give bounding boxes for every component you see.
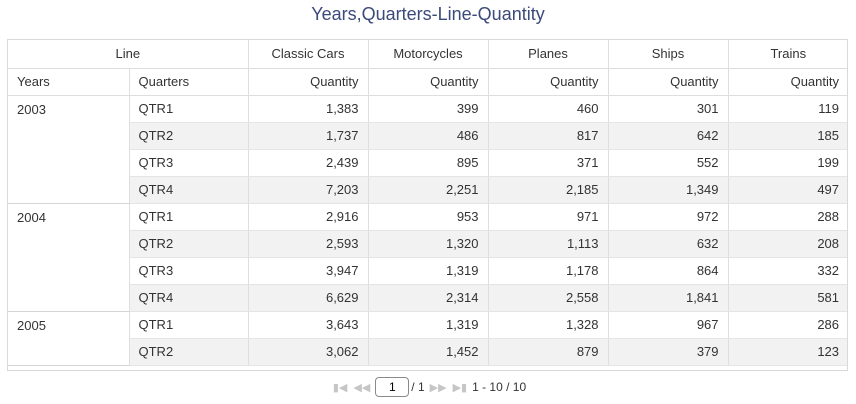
quantity-header: Quantity: [607, 68, 729, 96]
quantity-header: Quantity: [727, 68, 847, 96]
table-row: QTR2 3,062 1,452 879 379 123: [8, 338, 847, 366]
quarter-cell: QTR2: [128, 338, 249, 366]
table-row: QTR3 2,439 895 371 552 199: [8, 149, 847, 177]
pagination-bar: ▮◀ ◀◀ / 1 ▶▶ ▶▮ 1 - 10 / 10: [0, 375, 856, 399]
quantity-header: Quantity: [487, 68, 609, 96]
quantity-cell: 2,558: [487, 284, 609, 312]
year-cell: 2003: [8, 95, 129, 204]
quantity-cell: 2,251: [367, 176, 489, 204]
quantity-cell: 7,203: [247, 176, 369, 204]
quantity-cell: 1,178: [487, 257, 609, 285]
quarter-cell: QTR3: [128, 149, 249, 177]
quantity-cell: 286: [727, 311, 847, 339]
quarter-cell: QTR4: [128, 284, 249, 312]
quantity-cell: 2,593: [247, 230, 369, 258]
quantity-cell: 817: [487, 122, 609, 150]
quantity-cell: 185: [727, 122, 847, 150]
quantity-cell: 1,737: [247, 122, 369, 150]
quantity-cell: 486: [367, 122, 489, 150]
quarters-header: Quarters: [128, 68, 249, 96]
column-header-planes: Planes: [487, 40, 609, 69]
table-row: QTR2 1,737 486 817 642 185: [8, 122, 847, 150]
quantity-cell: 1,319: [367, 257, 489, 285]
quantity-cell: 2,439: [247, 149, 369, 177]
quantity-cell: 1,452: [367, 338, 489, 366]
quarter-cell: QTR2: [128, 230, 249, 258]
quantity-cell: 6,629: [247, 284, 369, 312]
quantity-cell: 642: [607, 122, 729, 150]
quantity-cell: 967: [607, 311, 729, 339]
quantity-header: Quantity: [367, 68, 489, 96]
quantity-cell: 1,320: [367, 230, 489, 258]
column-header-ships: Ships: [607, 40, 729, 69]
quantity-cell: 1,319: [367, 311, 489, 339]
line-group-header: Line: [8, 40, 249, 69]
table-row: 2003 QTR1 1,383 399 460 301 119: [8, 95, 847, 204]
previous-page-icon[interactable]: ◀◀: [353, 381, 371, 394]
quantity-cell: 879: [487, 338, 609, 366]
quantity-cell: 460: [487, 95, 609, 123]
quantity-cell: 497: [727, 176, 847, 204]
table-row: 2004 QTR1 2,916 953 971 972 288: [8, 203, 847, 312]
year-cell: 2005: [8, 311, 129, 366]
quantity-cell: 895: [367, 149, 489, 177]
quantity-cell: 399: [367, 95, 489, 123]
quarter-cell: QTR4: [128, 176, 249, 204]
table-row: QTR4 7,203 2,251 2,185 1,349 497: [8, 176, 847, 204]
quantity-cell: 379: [607, 338, 729, 366]
column-header-classic-cars: Classic Cars: [247, 40, 369, 69]
quantity-cell: 2,916: [247, 203, 369, 231]
quantity-cell: 581: [727, 284, 847, 312]
quantity-cell: 552: [607, 149, 729, 177]
column-header-motorcycles: Motorcycles: [367, 40, 489, 69]
crosstab-body: 2003 QTR1 1,383 399 460 301 119 QTR2 1,737 486 817…: [8, 95, 847, 366]
quarter-cell: QTR1: [128, 203, 249, 231]
quantity-cell: 288: [727, 203, 847, 231]
quantity-cell: 208: [727, 230, 847, 258]
quantity-cell: 971: [487, 203, 609, 231]
quantity-cell: 2,314: [367, 284, 489, 312]
quarter-cell: QTR3: [128, 257, 249, 285]
page-number-input[interactable]: [375, 377, 410, 397]
quantity-cell: 123: [727, 338, 847, 366]
quantity-cell: 371: [487, 149, 609, 177]
quantity-cell: 632: [607, 230, 729, 258]
quantity-cell: 2,185: [487, 176, 609, 204]
table-row: QTR3 3,947 1,319 1,178 864 332: [8, 257, 847, 285]
table-row: QTR2 2,593 1,320 1,113 632 208: [8, 230, 847, 258]
quantity-cell: 1,113: [487, 230, 609, 258]
quantity-cell: 972: [607, 203, 729, 231]
quantity-cell: 119: [727, 95, 847, 123]
crosstab-container[interactable]: Line Classic Cars Motorcycles Planes Shi…: [7, 39, 848, 371]
quantity-cell: 1,328: [487, 311, 609, 339]
quantity-cell: 3,062: [247, 338, 369, 366]
next-page-icon[interactable]: ▶▶: [429, 381, 447, 394]
year-cell: 2004: [8, 203, 129, 312]
quantity-header: Quantity: [247, 68, 369, 96]
quantity-cell: 301: [607, 95, 729, 123]
quarter-cell: QTR1: [128, 311, 249, 339]
quantity-cell: 864: [607, 257, 729, 285]
total-pages-label: / 1: [411, 380, 425, 394]
quantity-cell: 1,349: [607, 176, 729, 204]
crosstab-table: Line Classic Cars Motorcycles Planes Shi…: [8, 40, 847, 366]
quantity-cell: 3,643: [247, 311, 369, 339]
report-title: Years,Quarters-Line-Quantity: [311, 4, 545, 24]
quarter-cell: QTR2: [128, 122, 249, 150]
quantity-cell: 1,383: [247, 95, 369, 123]
quantity-cell: 332: [727, 257, 847, 285]
quantity-cell: 3,947: [247, 257, 369, 285]
quantity-cell: 199: [727, 149, 847, 177]
table-row: QTR4 6,629 2,314 2,558 1,841 581: [8, 284, 847, 312]
column-header-trains: Trains: [727, 40, 847, 69]
table-row: 2005 QTR1 3,643 1,319 1,328 967 286: [8, 311, 847, 366]
quarter-cell: QTR1: [128, 95, 249, 123]
first-page-icon[interactable]: ▮◀: [332, 381, 348, 394]
last-page-icon[interactable]: ▶▮: [452, 381, 468, 394]
quantity-cell: 953: [367, 203, 489, 231]
quantity-cell: 1,841: [607, 284, 729, 312]
years-header: Years: [8, 68, 129, 96]
record-range-label: 1 - 10 / 10: [472, 380, 527, 394]
